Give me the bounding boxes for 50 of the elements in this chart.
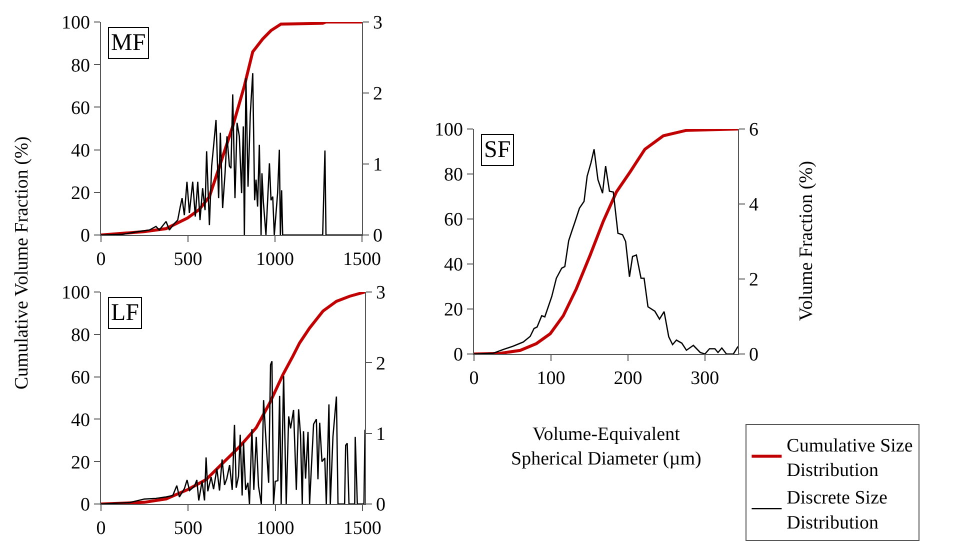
y2-tick-label: 4 (748, 194, 759, 216)
y2-tick-label: 3 (372, 12, 382, 34)
y2-tick-label: 2 (376, 353, 386, 374)
y2-tick-label: 0 (376, 494, 386, 516)
x-tick-label: 1500 (343, 518, 382, 539)
y2-axis-title: Volume Fraction (%) (796, 160, 817, 321)
x-tick-label: 200 (614, 368, 642, 389)
y-tick-label: 80 (71, 55, 90, 76)
y-tick-label: 80 (71, 325, 90, 346)
y2-tick-label: 1 (376, 424, 386, 445)
y-tick-label: 40 (444, 254, 464, 276)
y-tick-label: 60 (71, 98, 90, 119)
annotation: SF (484, 137, 511, 163)
x-tick-label: 100 (536, 368, 566, 389)
y2-tick-label: 0 (748, 344, 758, 366)
y-tick-label: 20 (444, 300, 464, 321)
y2-tick-label: 2 (372, 84, 382, 105)
y2-tick-label: 6 (748, 120, 758, 141)
x-tick-label: 300 (690, 368, 720, 389)
y2-tick-label: 0 (372, 226, 382, 247)
x-tick-label: 1000 (256, 248, 294, 270)
y-tick-label: 100 (62, 282, 90, 304)
y-tick-label: 60 (71, 367, 90, 388)
legend-label: Discrete Size Distribution (786, 488, 888, 534)
y-tick-label: 40 (71, 410, 90, 431)
y-tick-label: 20 (71, 452, 90, 474)
y-tick-label: 0 (454, 344, 464, 366)
y-tick-label: 60 (444, 210, 464, 231)
x-tick-label: 1500 (343, 248, 381, 270)
y-axis-title: Cumulative Volume Fraction (%) (12, 136, 32, 390)
y-tick-label: 0 (80, 226, 90, 247)
y-tick-label: 80 (444, 164, 464, 186)
y-tick-label: 100 (62, 12, 90, 34)
y2-tick-label: 2 (748, 270, 758, 291)
y-tick-label: 100 (434, 120, 464, 141)
x-tick-label: 500 (174, 518, 202, 539)
x-tick-label: 1000 (256, 518, 294, 539)
x-tick-label: 500 (174, 248, 202, 270)
y2-tick-label: 3 (376, 282, 386, 304)
y-tick-label: 20 (71, 183, 90, 204)
y-tick-label: 0 (80, 494, 90, 516)
y2-tick-label: 1 (372, 154, 382, 176)
x-tick-label: 0 (469, 368, 479, 389)
x-tick-label: 0 (96, 518, 106, 539)
x-tick-label: 0 (96, 248, 106, 270)
legend-label: Cumulative Size Distribution (786, 435, 913, 481)
annotation: MF (111, 30, 146, 56)
y-tick-label: 40 (71, 140, 90, 162)
x-axis-title: Volume-Equivalent Spherical Diameter (µm) (511, 424, 702, 470)
annotation: LF (111, 300, 140, 326)
